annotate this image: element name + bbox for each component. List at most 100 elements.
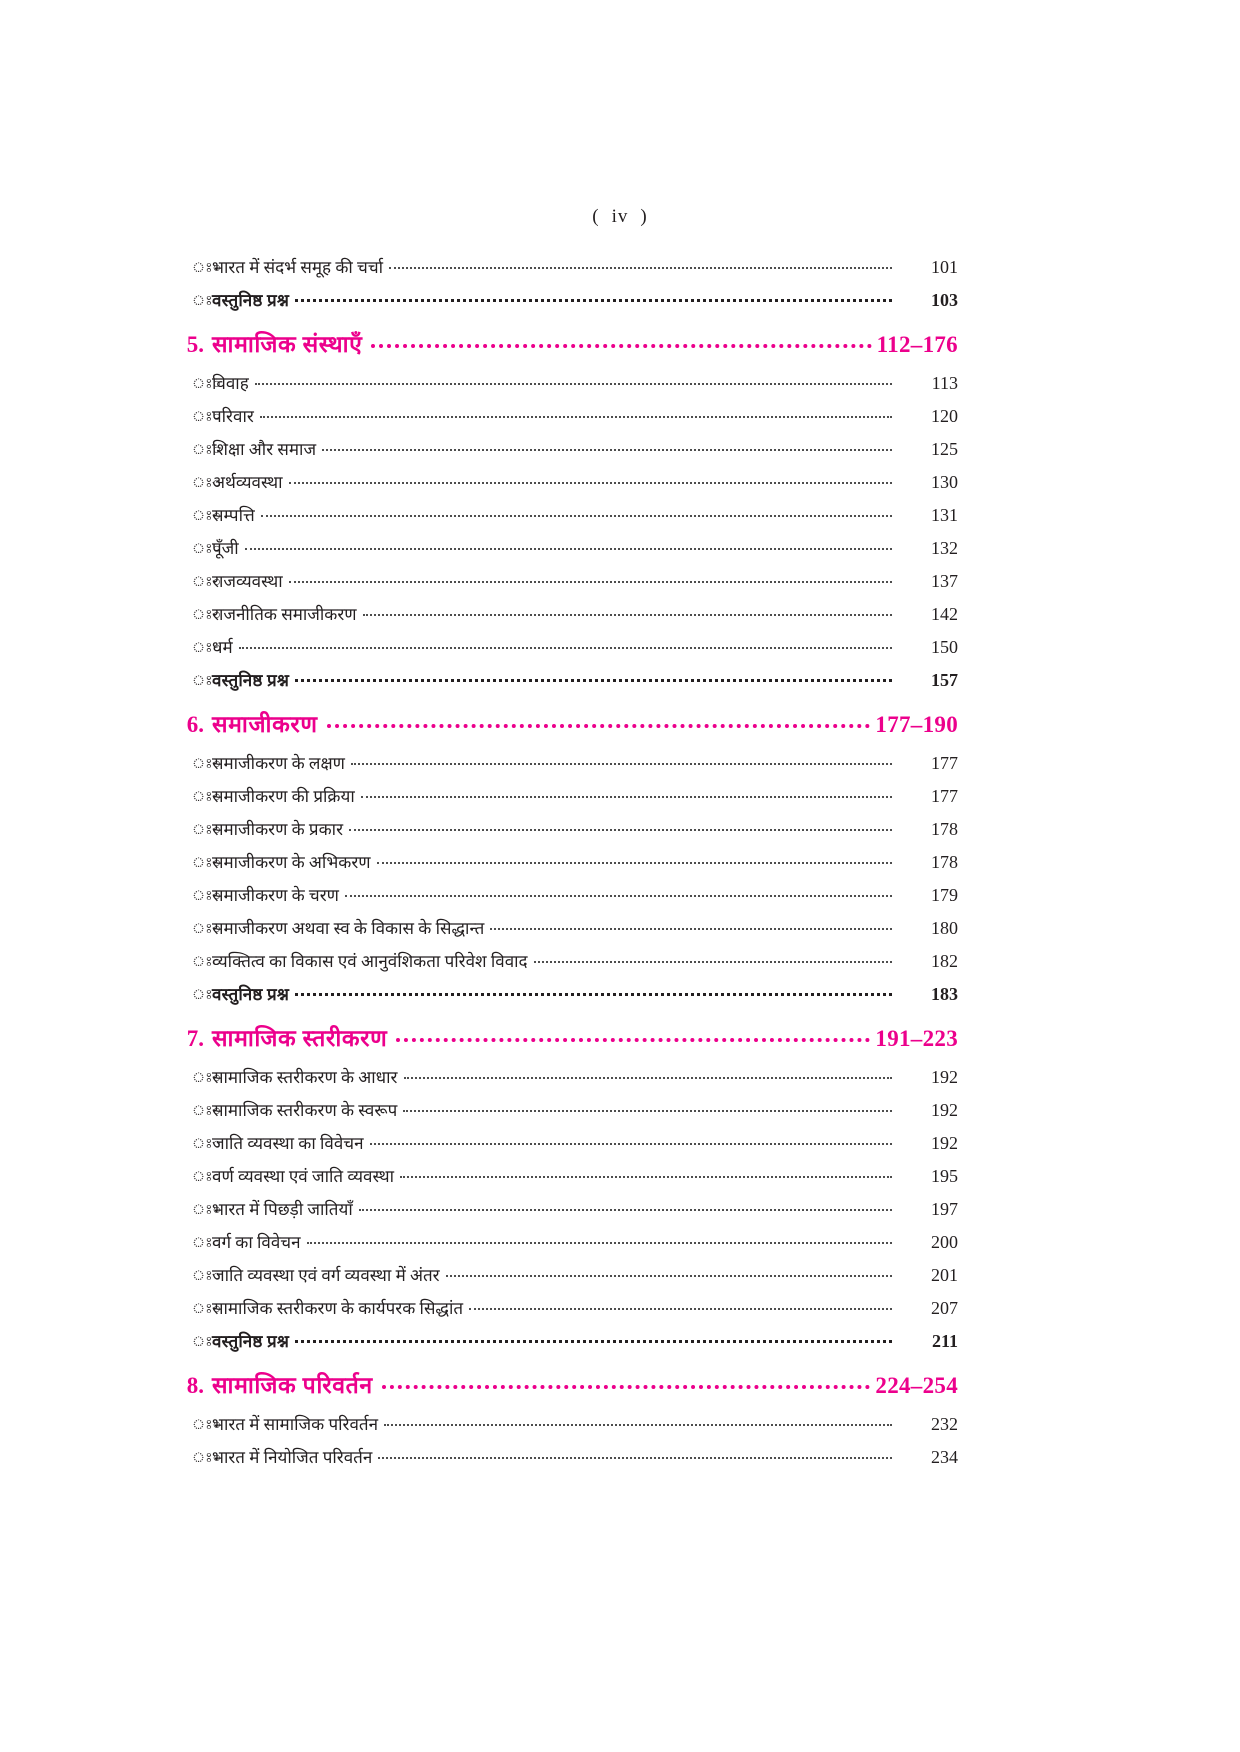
toc-entry-row[interactable]: ঃ○ सामाजिक स्तरीकरण के आधार 192: [168, 1065, 958, 1098]
toc-entry-row[interactable]: ঃ○ सम्पत्ति 131: [168, 503, 958, 536]
swirl-bullet-icon: ঃ○: [192, 608, 222, 623]
chapter-page-range: 112–176: [876, 332, 958, 357]
toc-entry-row[interactable]: ঃ○ वस्तुनिष्ठ प्रश्न 211: [168, 1329, 958, 1362]
toc-entry-row[interactable]: ঃ○ व्यक्तित्व का विकास एवं आनुवंशिकता परि…: [168, 949, 958, 982]
entry-title: शिक्षा और समाज: [212, 440, 317, 459]
toc-entry-row[interactable]: ঃ○ वस्तुनिष्ठ प्रश्न 183: [168, 982, 958, 1015]
entry-title: भारत में पिछड़ी जातियाँ: [212, 1200, 353, 1219]
leader-dots: [322, 449, 892, 451]
swirl-bullet-icon: ঃ○: [192, 988, 222, 1003]
leader-dots: [295, 1340, 892, 1343]
toc-entry-row[interactable]: ঃ○ समाजीकरण अथवा स्व के विकास के सिद्धान्…: [168, 916, 958, 949]
leader-dots: [260, 515, 892, 517]
leader-dots: [376, 862, 892, 864]
entry-page-number: 150: [931, 637, 958, 657]
folio-page-label: iv: [611, 206, 629, 227]
entry-page-number: 130: [931, 472, 958, 492]
swirl-bullet-icon: ঃ○: [192, 1170, 222, 1185]
toc-entry-row[interactable]: ঃ○ समाजीकरण के अभिकरण 178: [168, 850, 958, 883]
leader-dots: [403, 1110, 892, 1112]
toc-chapter-row[interactable]: 7. सामाजिक स्तरीकरण 191–223: [168, 1021, 958, 1065]
chapter-number: 8.: [186, 1373, 204, 1398]
entry-page-number: 177: [931, 786, 958, 806]
swirl-bullet-icon: ঃ○: [192, 377, 222, 392]
leader-dots: [306, 1242, 892, 1244]
swirl-bullet-icon: ঃ○: [192, 575, 222, 590]
toc-chapter-row[interactable]: 6. समाजीकरण 177–190: [168, 707, 958, 751]
toc-entry-row[interactable]: ঃ○ सामाजिक स्तरीकरण के कार्यपरक सिद्धांत 2…: [168, 1296, 958, 1329]
leader-dots: [384, 1424, 892, 1426]
swirl-bullet-icon: ঃ○: [192, 790, 222, 805]
swirl-bullet-icon: ঃ○: [192, 856, 222, 871]
toc-entry-row[interactable]: ঃ○ वर्ग का विवेचन 200: [168, 1230, 958, 1263]
toc-entry-row[interactable]: ঃ○ वर्ण व्यवस्था एवं जाति व्यवस्था 195: [168, 1164, 958, 1197]
toc-entry-row[interactable]: ঃ○ राजनीतिक समाजीकरण 142: [168, 602, 958, 635]
toc-entry-row[interactable]: ঃ○ विवाह 113: [168, 371, 958, 404]
swirl-bullet-icon: ঃ○: [192, 1418, 222, 1433]
toc-entry-row[interactable]: ঃ○ भारत में संदर्भ समूह की चर्चा 101: [168, 255, 958, 288]
toc-entry-row[interactable]: ঃ○ शिक्षा और समाज 125: [168, 437, 958, 470]
swirl-bullet-icon: ঃ○: [192, 1451, 222, 1466]
table-of-contents: ঃ○ भारत में संदर्भ समूह की चर्चा 101ঃ○ वस्त…: [168, 255, 958, 1478]
toc-entry-row[interactable]: ঃ○ भारत में पिछड़ी जातियाँ 197: [168, 1197, 958, 1230]
toc-entry-row[interactable]: ঃ○ समाजीकरण के चरण 179: [168, 883, 958, 916]
toc-entry-row[interactable]: ঃ○ धर्म 150: [168, 635, 958, 668]
toc-entry-row[interactable]: ঃ○ सामाजिक स्तरीकरण के स्वरूप 192: [168, 1098, 958, 1131]
swirl-bullet-icon: ঃ○: [192, 955, 222, 970]
swirl-bullet-icon: ঃ○: [192, 410, 222, 425]
entry-page-number: 178: [931, 819, 958, 839]
entry-title: समाजीकरण के चरण: [212, 886, 339, 905]
entry-page-number: 178: [931, 852, 958, 872]
entry-page-number: 201: [931, 1265, 958, 1285]
swirl-bullet-icon: ঃ○: [192, 476, 222, 491]
toc-entry-row[interactable]: ঃ○ समाजीकरण के लक्षण 177: [168, 751, 958, 784]
entry-title: वस्तुनिष्ठ प्रश्न: [212, 291, 290, 310]
entry-page-number: 120: [931, 406, 958, 426]
toc-entry-row[interactable]: ঃ○ परिवार 120: [168, 404, 958, 437]
entry-page-number: 232: [931, 1414, 958, 1434]
leader-dots: [254, 383, 892, 385]
leader-dots: [362, 614, 892, 616]
entry-page-number: 192: [931, 1133, 958, 1153]
toc-entry-row[interactable]: ঃ○ भारत में नियोजित परिवर्तन 234: [168, 1445, 958, 1478]
leader-dots: [288, 482, 892, 484]
leader-dots: [295, 993, 892, 996]
entry-title: समाजीकरण की प्रक्रिया: [212, 787, 355, 806]
entry-title: सामाजिक स्तरीकरण के आधार: [212, 1068, 398, 1087]
swirl-bullet-icon: ঃ○: [192, 922, 222, 937]
entry-page-number: 183: [931, 984, 958, 1004]
entry-page-number: 192: [931, 1067, 958, 1087]
entry-title: समाजीकरण के लक्षण: [212, 754, 345, 773]
leader-dots: [295, 679, 892, 682]
entry-title: भारत में नियोजित परिवर्तन: [212, 1448, 373, 1467]
swirl-bullet-icon: ঃ○: [192, 1302, 222, 1317]
swirl-bullet-icon: ঃ○: [192, 889, 222, 904]
swirl-bullet-icon: ঃ○: [192, 674, 222, 689]
toc-entry-row[interactable]: ঃ○ वस्तुनिष्ठ प्रश्न 157: [168, 668, 958, 701]
entry-title: सामाजिक स्तरीकरण के स्वरूप: [212, 1101, 398, 1120]
toc-entry-row[interactable]: ঃ○ समाजीकरण के प्रकार 178: [168, 817, 958, 850]
toc-entry-row[interactable]: ঃ○ जाति व्यवस्था एवं वर्ग व्यवस्था में अं…: [168, 1263, 958, 1296]
entry-page-number: 131: [931, 505, 958, 525]
leader-dots: [490, 928, 892, 930]
swirl-bullet-icon: ঃ○: [192, 1335, 222, 1350]
toc-chapter-row[interactable]: 8. सामाजिक परिवर्तन 224–254: [168, 1368, 958, 1412]
toc-entry-row[interactable]: ঃ○ भारत में सामाजिक परिवर्तन 232: [168, 1412, 958, 1445]
leader-dots: [381, 1385, 871, 1389]
toc-entry-row[interactable]: ঃ○ वस्तुनिष्ठ प्रश्न 103: [168, 288, 958, 321]
entry-title: विवाह: [212, 374, 249, 393]
entry-title: सम्पत्ति: [212, 506, 255, 525]
folio-open-paren: (: [592, 206, 600, 227]
chapter-number: 6.: [186, 712, 204, 737]
toc-entry-row[interactable]: ঃ○ पूँजी 132: [168, 536, 958, 569]
entry-title: धर्म: [212, 638, 233, 657]
toc-entry-row[interactable]: ঃ○ जाति व्यवस्था का विवेचन 192: [168, 1131, 958, 1164]
entry-page-number: 200: [931, 1232, 958, 1252]
entry-page-number: 207: [931, 1298, 958, 1318]
chapter-page-range: 177–190: [875, 712, 958, 737]
toc-chapter-row[interactable]: 5. सामाजिक संस्थाएँ 112–176: [168, 327, 958, 371]
toc-entry-row[interactable]: ঃ○ राजव्यवस्था 137: [168, 569, 958, 602]
leader-dots: [288, 581, 892, 583]
toc-entry-row[interactable]: ঃ○ समाजीकरण की प्रक्रिया 177: [168, 784, 958, 817]
toc-entry-row[interactable]: ঃ○ अर्थव्यवस्था 130: [168, 470, 958, 503]
